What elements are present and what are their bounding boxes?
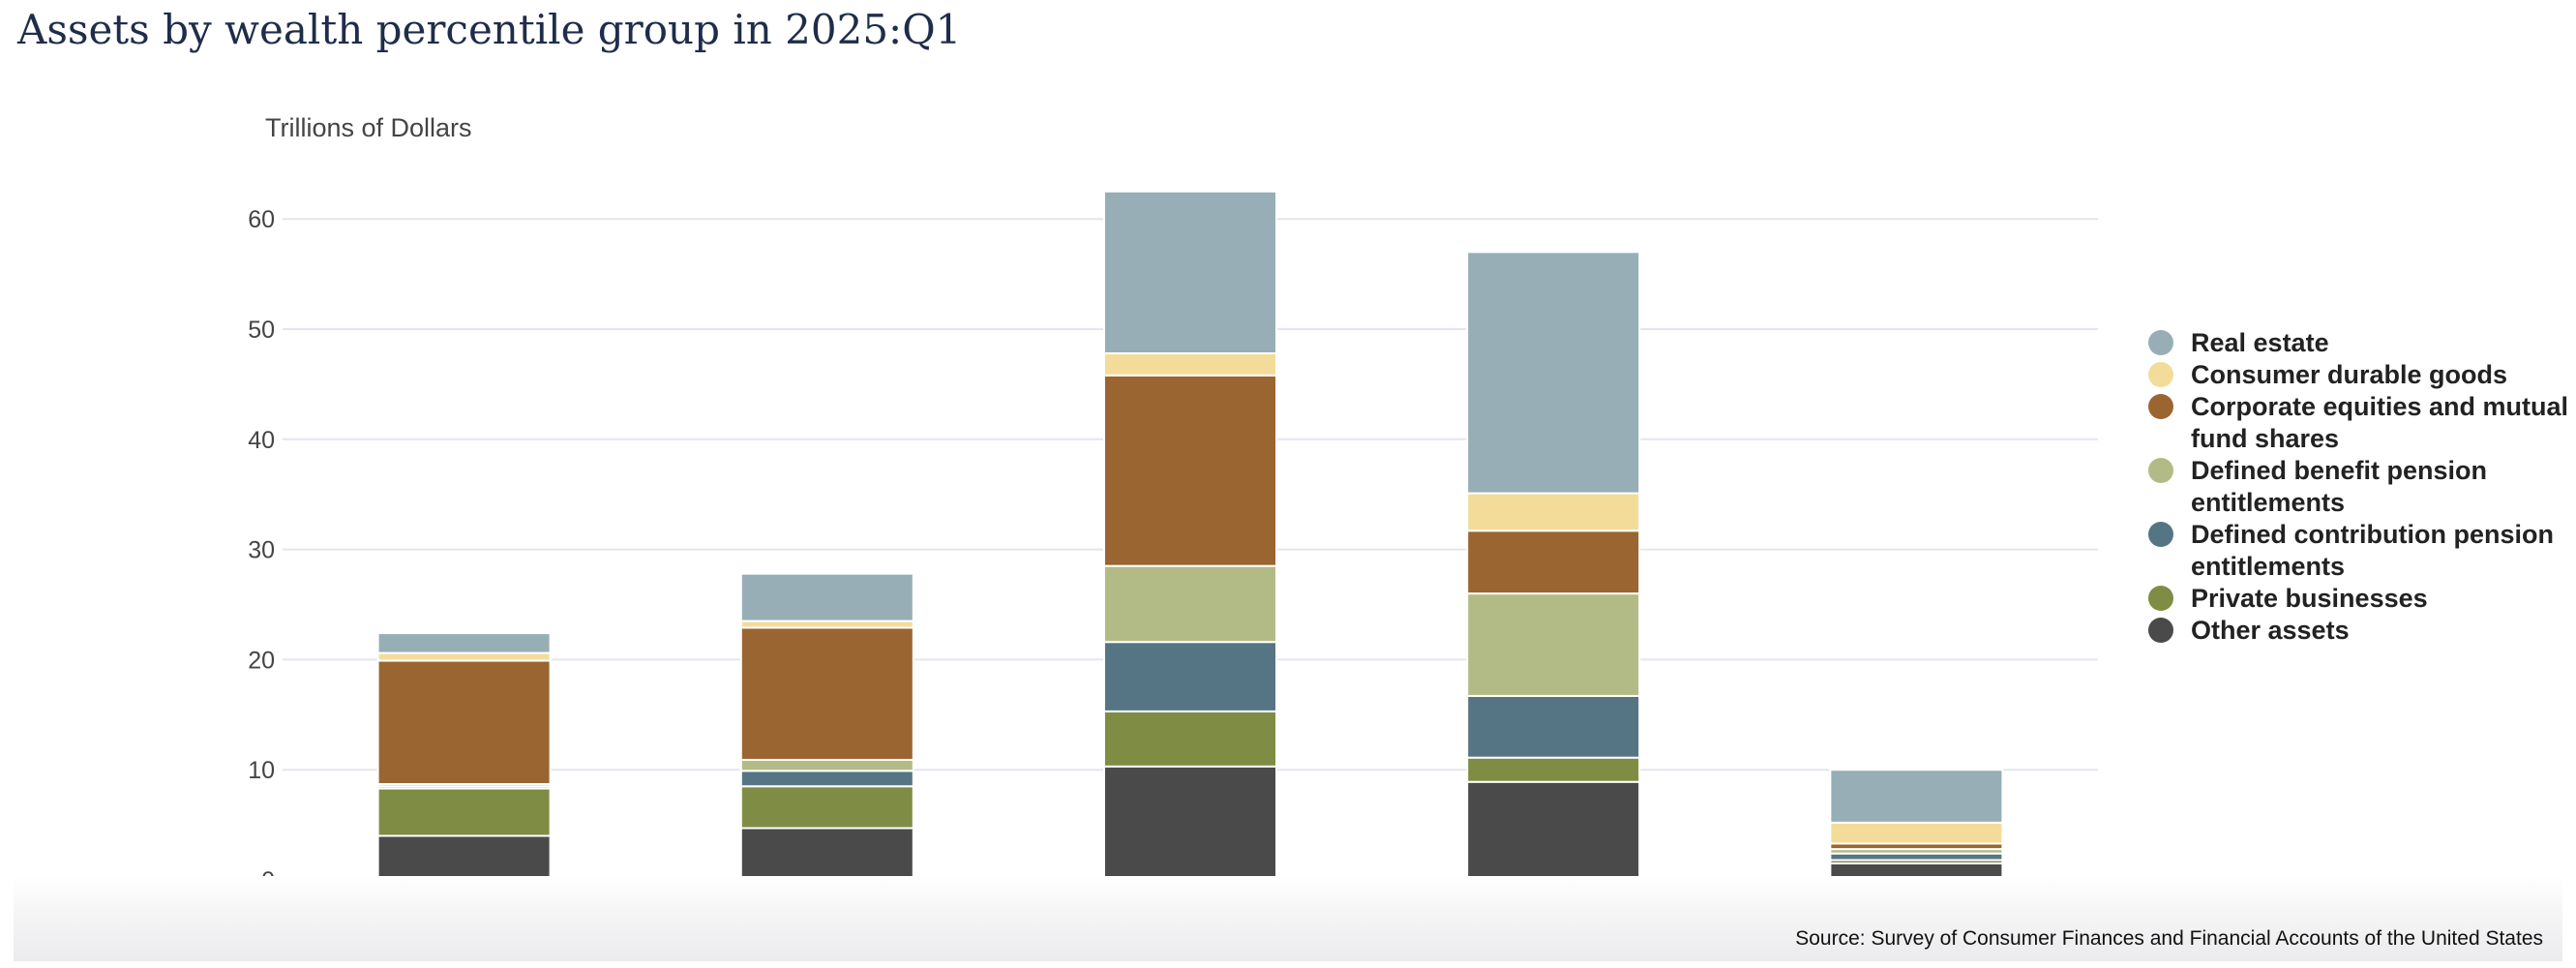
y-tick-label: 10	[248, 757, 275, 784]
y-tick-label: 60	[248, 206, 275, 233]
footer-band	[14, 876, 2562, 961]
bar-segment	[1829, 852, 2004, 862]
legend-label: Defined benefit pension entitlements	[2191, 456, 2488, 517]
bar-segment	[739, 758, 914, 772]
bar-segment	[1466, 529, 1641, 595]
bar-segment	[1466, 592, 1641, 697]
legend-swatch	[2148, 362, 2173, 387]
y-tick-label: 30	[248, 537, 275, 564]
bar-segment	[739, 785, 914, 830]
legend-swatch	[2148, 394, 2173, 419]
chart-title: Assets by wealth percentile group in 202…	[17, 6, 962, 53]
legend-swatch	[2148, 522, 2173, 547]
y-tick-label: 40	[248, 427, 275, 454]
legend-label: Consumer durable goods	[2191, 360, 2508, 389]
bar-segment	[739, 620, 914, 629]
bar-segment	[376, 834, 552, 881]
legend-label: Private businesses	[2191, 584, 2428, 613]
legend-swatch	[2148, 458, 2173, 483]
bar-segment	[739, 626, 914, 761]
source-note: Source: Survey of Consumer Finances and …	[1795, 927, 2543, 950]
legend-swatch	[2148, 330, 2173, 355]
bar-segment	[1103, 352, 1277, 377]
legend-item[interactable]: Consumer durable goods	[2148, 359, 2576, 391]
bar-segment	[376, 632, 552, 654]
bar-segment	[1103, 765, 1277, 882]
bar-segment	[1103, 641, 1277, 712]
legend-item[interactable]: Defined benefit pension entitlements	[2148, 455, 2576, 519]
bar-segment	[376, 659, 552, 785]
legend-item[interactable]: Private businesses	[2148, 583, 2576, 615]
bar-segment	[1466, 251, 1641, 495]
bar-segment	[1466, 780, 1641, 882]
legend-item[interactable]: Corporate equities and mutual fund share…	[2148, 391, 2576, 455]
bar-segment	[1103, 374, 1277, 567]
bar-segment	[1829, 821, 2004, 845]
legend-label: Defined contribution pension entitlement…	[2191, 520, 2554, 581]
y-axis-label: Trillions of Dollars	[265, 113, 472, 142]
legend-label: Other assets	[2191, 616, 2350, 645]
bar-segment	[376, 787, 552, 837]
bar-segment	[1103, 710, 1277, 768]
bar-segment	[1466, 756, 1641, 783]
bar-segment	[739, 572, 914, 622]
bar-segment	[1466, 694, 1641, 759]
bar-segment	[739, 770, 914, 788]
legend-swatch	[2148, 586, 2173, 611]
bar-segment	[376, 651, 552, 662]
y-tick-label: 20	[248, 647, 275, 674]
bar-segment	[1466, 492, 1641, 532]
legend-swatch	[2148, 618, 2173, 643]
legend-label: Corporate equities and mutual fund share…	[2191, 392, 2569, 453]
y-tick-label: 50	[248, 317, 275, 344]
legend-label: Real estate	[2191, 328, 2329, 357]
chart-legend: Real estate Consumer durable goods Corpora…	[2148, 327, 2576, 647]
legend-item[interactable]: Real estate	[2148, 327, 2576, 359]
bar-segment	[1829, 769, 2004, 824]
bar-segment	[1103, 190, 1277, 355]
bar-segment	[739, 827, 914, 881]
legend-item[interactable]: Defined contribution pension entitlement…	[2148, 519, 2576, 583]
legend-item[interactable]: Other assets	[2148, 615, 2576, 647]
bar-segment	[1103, 564, 1277, 644]
